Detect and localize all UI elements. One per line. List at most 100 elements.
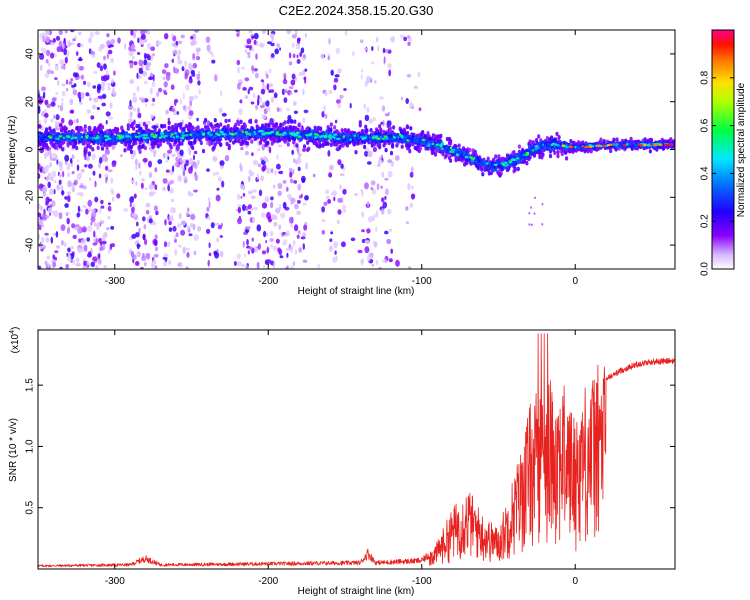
spectrogram-noise-cell xyxy=(364,239,370,244)
spectrogram-noise-cell xyxy=(216,187,220,191)
spectrogram-noise-cell xyxy=(297,166,301,172)
spectrogram-noise-cell xyxy=(323,105,326,113)
spectrogram-ridge-halo xyxy=(307,146,311,151)
spectrogram-ridge-halo xyxy=(239,119,243,125)
spectrogram-noise-cell xyxy=(329,238,333,242)
spectrogram-ridge-highlight xyxy=(542,143,545,146)
spectrogram-ridge-halo xyxy=(83,124,87,129)
spectrogram-noise-cell xyxy=(336,99,341,104)
spectrogram-ridge-halo xyxy=(189,122,193,128)
spectrogram-ridge-halo xyxy=(365,128,369,134)
spectrogram-noise-cell xyxy=(282,180,287,184)
spectrogram-noise-cell xyxy=(219,235,223,238)
spectrogram-noise-cell xyxy=(188,157,194,165)
spectrogram-ridge-highlight xyxy=(455,153,459,156)
spectrogram-noise-cell xyxy=(302,259,308,263)
spectrogram-noise-cell xyxy=(387,63,392,69)
spectrogram-noise-cell xyxy=(265,239,268,244)
spectrogram-ridge-core xyxy=(551,147,555,152)
spectrogram-noise-cell xyxy=(384,195,387,200)
spectrogram-noise-cell xyxy=(405,221,410,225)
spectrogram-ridge-core xyxy=(217,135,221,139)
spectrogram-ridge-highlight xyxy=(449,150,452,153)
spectrogram-noise-cell xyxy=(276,207,279,215)
spectrogram-noise-cell xyxy=(177,223,182,228)
spectrogram-noise-cell xyxy=(42,185,48,193)
spectrogram-ridge-highlight xyxy=(172,136,175,139)
spectrogram-ridge-halo xyxy=(211,126,215,131)
spectrogram-noise-cell xyxy=(97,258,102,265)
spectrogram-ridge-halo xyxy=(169,145,173,150)
spectrogram-noise-cell xyxy=(113,92,117,96)
spectrogram-noise-cell xyxy=(384,177,389,181)
spectrogram-noise-cell xyxy=(65,263,70,269)
spectrogram-noise-cell xyxy=(279,107,283,113)
spectrogram-noise-cell xyxy=(411,185,414,190)
spectrogram-ridge-core xyxy=(228,128,232,132)
spectrogram-noise-cell xyxy=(133,92,136,97)
spectrogram-noise-cell xyxy=(244,150,249,156)
spectrogram-noise-cell xyxy=(406,73,412,78)
spectrogram-noise-cell xyxy=(206,44,211,52)
spectrogram-ridge-core xyxy=(267,127,270,131)
spectrogram-noise-cell xyxy=(58,179,62,185)
spectrogram-noise-cell xyxy=(45,215,50,219)
spectrogram-noise-cell xyxy=(303,76,307,81)
spectrogram-ridge-highlight xyxy=(435,143,438,147)
spectrogram-noise-cell xyxy=(269,201,274,209)
spectrogram-ridge-highlight xyxy=(401,136,404,139)
spectrogram-noise-cell xyxy=(360,74,363,80)
spectrogram-noise-cell xyxy=(76,164,80,171)
spectrogram-ridge-halo xyxy=(288,125,293,130)
spectrogram-noise-cell xyxy=(266,83,270,91)
spectrogram-ridge-halo xyxy=(167,120,171,126)
spectrogram-ridge-core xyxy=(515,154,519,158)
spectrogram-noise-cell xyxy=(52,261,56,268)
spectrogram-noise-cell xyxy=(287,114,292,121)
spectrogram-noise-cell xyxy=(246,38,252,45)
spectrogram-noise-cell xyxy=(85,208,89,215)
spectrogram-noise-cell xyxy=(370,180,376,186)
spectrogram-noise-cell xyxy=(76,212,81,218)
spectrogram-ridge-halo xyxy=(129,149,134,155)
spectrogram-noise-cell xyxy=(44,152,47,159)
spectrogram-noise-cell xyxy=(141,33,146,40)
spectrogram-noise-cell xyxy=(93,230,96,238)
spectrogram-ridge-halo xyxy=(261,123,265,128)
spectrogram-ridge-core xyxy=(494,168,498,172)
spectrogram-noise-cell xyxy=(292,53,296,59)
spectrogram-noise-cell xyxy=(321,219,326,223)
spectrogram-noise-cell xyxy=(386,238,392,245)
spectrogram-noise-cell xyxy=(286,186,289,192)
spectrogram-ridge-highlight xyxy=(386,137,389,140)
spectrogram-noise-cell xyxy=(98,162,102,169)
spectrogram-noise-cell xyxy=(93,221,97,227)
spectrogram-noise-cell xyxy=(88,37,92,44)
spectrogram-noise-cell xyxy=(304,68,308,72)
spectrogram-noise-cell xyxy=(247,250,250,255)
spectrogram-noise-cell xyxy=(38,203,41,210)
spectrogram-noise-cell xyxy=(133,61,138,66)
spectrogram-noise-cell xyxy=(244,253,247,258)
spectrogram-ridge-halo xyxy=(555,131,559,137)
spectrogram-ridge-highlight xyxy=(223,135,226,138)
spectrogram-noise-cell xyxy=(242,193,246,197)
spectrogram-noise-cell xyxy=(276,163,281,170)
spectrogram-noise-cell xyxy=(254,72,259,79)
spectrogram-noise-cell xyxy=(153,150,156,157)
spectrogram-noise-cell xyxy=(72,38,76,42)
spectrogram-ridge-core xyxy=(521,157,525,161)
spectrogram-ridge-halo xyxy=(89,144,93,150)
spectrogram-noise-cell xyxy=(196,73,201,81)
spectrogram-noise-cell xyxy=(409,171,414,178)
spectrogram-noise-cell xyxy=(206,120,211,127)
spectrogram-noise-cell xyxy=(164,258,168,262)
spectrogram-noise-cell xyxy=(92,256,98,262)
spectrogram-noise-cell xyxy=(208,242,211,249)
spectrogram-ridge-halo xyxy=(74,141,78,146)
spectrogram-ridge-halo xyxy=(418,146,423,151)
spectrogram-noise-cell xyxy=(237,261,242,267)
spectrogram-noise-cell xyxy=(87,225,92,232)
spectrogram-ridge-halo xyxy=(213,118,217,123)
spectrogram-noise-cell xyxy=(270,53,275,58)
